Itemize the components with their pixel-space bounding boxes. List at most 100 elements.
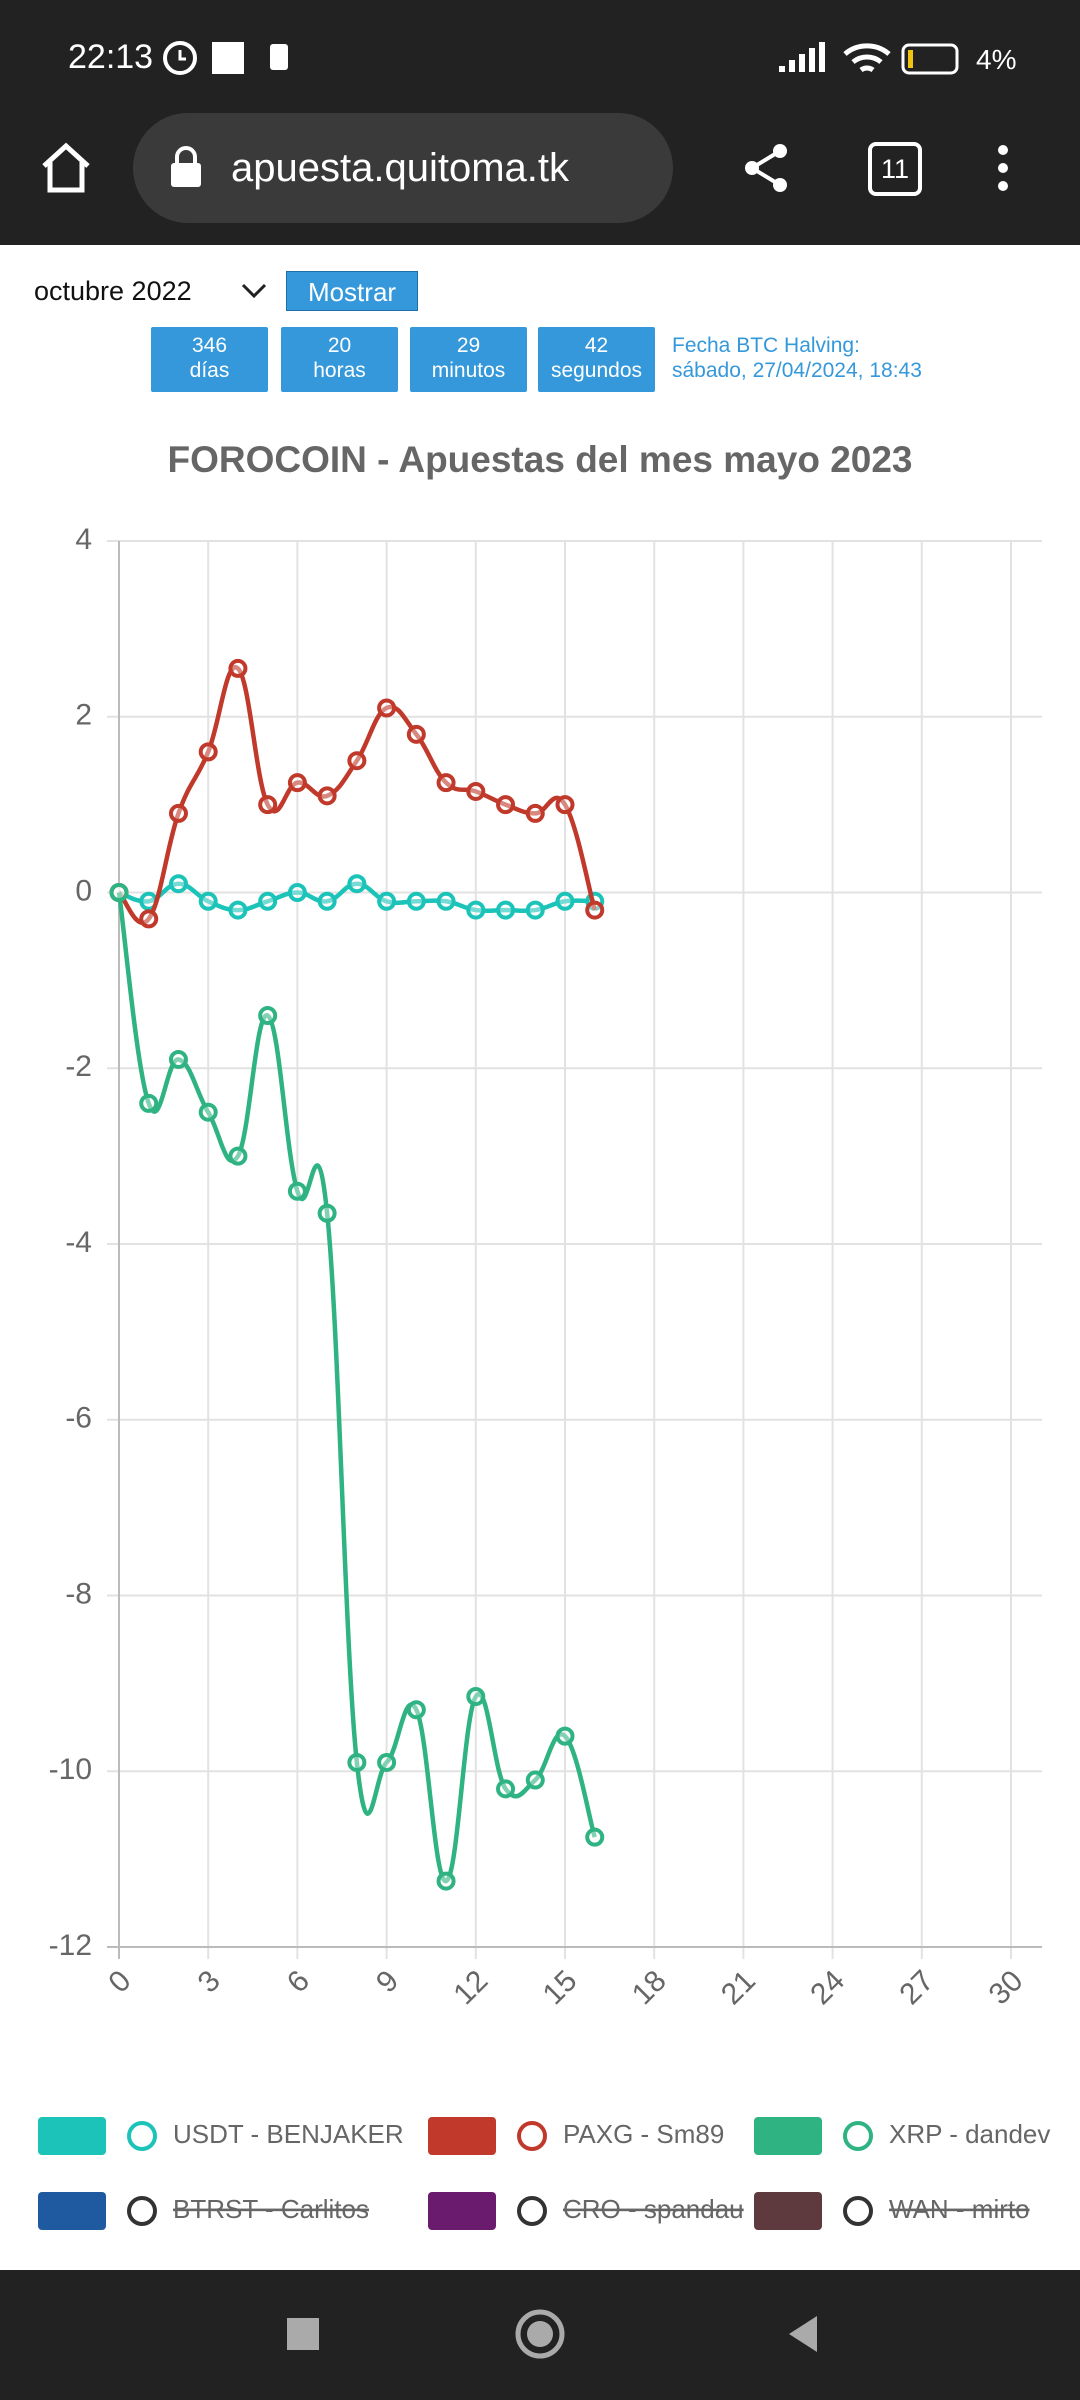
legend-swatch[interactable]	[754, 2192, 822, 2230]
legend-icon	[517, 2196, 547, 2226]
halving-label: Fecha BTC Halving:	[672, 334, 860, 357]
home-button[interactable]	[38, 140, 94, 196]
month-select[interactable]: octubre 2022	[34, 276, 192, 306]
y-tick-label: -6	[65, 1402, 92, 1435]
data-point	[496, 795, 516, 815]
data-point	[436, 891, 456, 911]
data-point	[198, 1102, 218, 1122]
legend-label[interactable]: WAN - mirto	[889, 2194, 1030, 2224]
countdown-value: 29	[456, 334, 481, 357]
y-tick-label: 0	[75, 874, 92, 907]
data-point	[287, 773, 307, 793]
data-point	[525, 900, 545, 920]
countdown-value: 20	[327, 334, 352, 357]
data-point	[198, 891, 218, 911]
data-point	[496, 1779, 516, 1799]
y-tick-label: -12	[49, 1929, 92, 1962]
y-tick-label: -10	[49, 1753, 92, 1786]
countdown-unit: días	[189, 359, 230, 382]
data-point	[287, 883, 307, 902]
navigation-bar	[0, 2270, 1080, 2400]
data-point	[317, 786, 337, 806]
countdown-box: 20 horas	[281, 327, 398, 392]
x-tick-label: 15	[537, 1964, 584, 2011]
data-point	[406, 891, 426, 911]
x-tick-label: 18	[626, 1964, 673, 2011]
data-point	[139, 1093, 159, 1113]
data-point	[377, 1752, 397, 1772]
countdown-value: 42	[584, 334, 609, 357]
legend-label[interactable]: BTRST - Carlitos	[173, 2194, 369, 2224]
recents-button[interactable]	[287, 2318, 319, 2350]
x-tick-label: 9	[370, 1964, 405, 1999]
legend-swatch[interactable]	[428, 2117, 496, 2155]
status-icons	[163, 41, 288, 75]
x-tick-label: 0	[102, 1964, 137, 1999]
home-nav-dot	[527, 2321, 553, 2347]
data-point	[555, 795, 575, 815]
y-tick-label: 4	[75, 523, 92, 556]
data-point	[168, 803, 188, 823]
show-button[interactable]: Mostrar	[286, 271, 418, 311]
countdown-value: 346	[191, 334, 228, 357]
share-button[interactable]	[742, 142, 792, 194]
countdown-unit: segundos	[550, 359, 643, 382]
data-point	[436, 773, 456, 793]
home-nav-button[interactable]	[515, 2309, 565, 2359]
countdown-unit: minutos	[431, 359, 506, 382]
data-point	[347, 751, 367, 771]
x-tick-label: 3	[192, 1964, 227, 1999]
data-point	[228, 900, 248, 920]
lock-icon	[171, 146, 201, 187]
connectivity-icons	[779, 42, 959, 75]
data-point	[139, 909, 159, 929]
data-point	[525, 1770, 545, 1790]
data-point	[198, 742, 218, 762]
y-tick-label: -2	[65, 1050, 92, 1083]
countdown-box: 346 días	[151, 327, 268, 392]
countdown-box: 29 minutos	[410, 327, 527, 392]
legend-label[interactable]: USDT - BENJAKER	[173, 2119, 404, 2149]
y-tick-label: -8	[65, 1577, 92, 1610]
menu-button[interactable]	[990, 142, 1016, 198]
x-tick-label: 24	[804, 1964, 851, 2011]
x-tick-label: 6	[281, 1964, 316, 1999]
tabs-button[interactable]: 11	[868, 142, 922, 196]
data-point	[347, 1752, 367, 1772]
legend-label[interactable]: XRP - dandev	[889, 2119, 1050, 2149]
data-point	[377, 698, 397, 718]
data-point	[347, 874, 367, 894]
data-point	[406, 724, 426, 744]
legend-label[interactable]: CRO - spandau	[563, 2194, 744, 2224]
legend-label[interactable]: PAXG - Sm89	[563, 2119, 724, 2149]
halving-date: sábado, 27/04/2024, 18:43	[672, 359, 922, 382]
y-tick-label: -4	[65, 1226, 92, 1259]
data-point	[466, 900, 486, 920]
system-bar: 22:13 4% apuesta.quitoma.tk 11	[0, 0, 1080, 245]
data-point	[109, 883, 129, 902]
legend-swatch[interactable]	[38, 2192, 106, 2230]
data-point	[555, 891, 575, 911]
chart-title: FOROCOIN - Apuestas del mes mayo 2023	[167, 439, 912, 480]
data-point	[228, 1146, 248, 1166]
data-point	[436, 1871, 456, 1891]
legend-swatch[interactable]	[38, 2117, 106, 2155]
legend-swatch[interactable]	[754, 2117, 822, 2155]
data-point	[258, 1006, 278, 1026]
data-point	[287, 1181, 307, 1201]
dropdown-arrow	[241, 283, 267, 299]
x-tick-label: 12	[447, 1964, 494, 2011]
url-bar[interactable]	[133, 113, 673, 223]
data-point	[585, 1827, 605, 1847]
legend-swatch[interactable]	[428, 2192, 496, 2230]
legend-icon	[843, 2121, 873, 2151]
clock: 22:13	[68, 38, 154, 76]
legend-icon	[127, 2196, 157, 2226]
legend-icon	[127, 2121, 157, 2151]
data-point	[317, 891, 337, 911]
back-button[interactable]	[789, 2316, 817, 2352]
data-point	[168, 874, 188, 894]
data-point	[585, 900, 605, 920]
